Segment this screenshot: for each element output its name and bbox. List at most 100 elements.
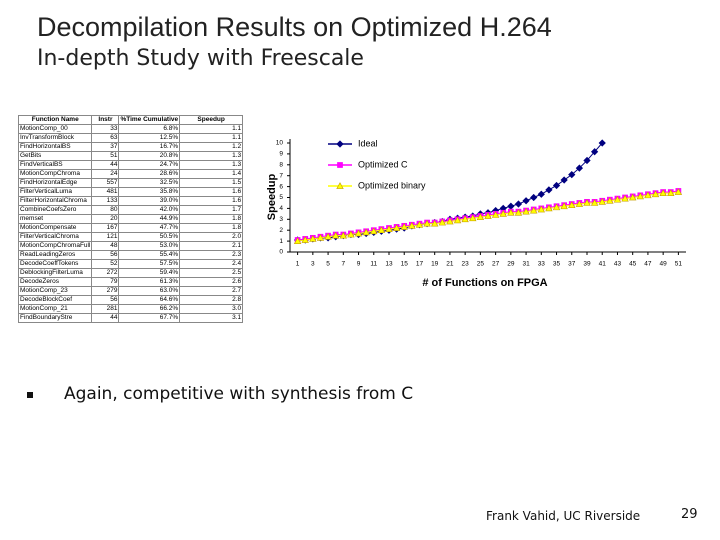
data-point [522,207,530,215]
table-row: FindBoundaryStre 44 67.7% 3.1 [17,313,244,323]
x-tick-label: 39 [583,261,591,268]
data-point [507,208,515,216]
data-point [621,194,629,202]
x-tick-label: 7 [341,261,345,268]
data-point [575,164,584,172]
data-point [430,219,439,227]
data-point [598,198,606,205]
y-tick-label: 4 [279,205,283,212]
data-point [514,208,523,216]
y-tick-label: 9 [279,151,283,158]
bullet-marker [27,392,33,398]
data-point [301,236,309,243]
x-tick-label: 51 [675,261,683,268]
x-tick-label: 47 [644,261,652,268]
x-tick-label: 23 [462,261,470,268]
data-point [408,222,416,229]
table-row: DeblockingFilterLuma 272 59.4% 2.5 [17,268,244,278]
data-point [606,196,614,204]
x-tick-label: 21 [446,261,454,268]
y-tick-label: 8 [279,162,283,169]
data-point [598,139,606,147]
legend-label: Optimized binary [358,180,426,190]
data-point [583,156,591,165]
data-point [530,193,538,202]
data-point [438,218,447,226]
data-point [545,186,553,194]
x-axis-label: # of Functions on FPGA [422,277,547,289]
legend-label: Optimized C [358,159,408,169]
data-point [583,199,591,206]
data-point [370,227,378,235]
data-point [347,230,355,238]
y-tick-label: 3 [279,216,283,223]
data-point [491,211,500,218]
data-point [537,205,546,213]
data-point [575,200,584,207]
data-point [568,170,576,179]
x-tick-label: 41 [599,261,607,268]
legend-marker [336,140,344,148]
data-point [385,225,393,232]
data-point [674,188,683,195]
data-point [293,237,302,244]
x-tick-label: 29 [507,261,515,268]
slide-title: Decompilation Results on Optimized H.264 [37,12,552,42]
data-point [529,206,538,214]
data-point [590,148,599,156]
data-point [514,200,523,208]
data-point [644,191,652,199]
x-tick-label: 33 [538,261,546,268]
y-tick-label: 2 [279,227,283,234]
y-axis-label: Speedup [266,173,278,220]
data-point [392,224,401,231]
data-point [507,202,515,210]
data-point [659,189,667,196]
data-point [316,234,325,241]
data-point [446,217,454,225]
x-tick-label: 15 [401,261,409,268]
data-point [339,231,348,239]
data-point [552,203,561,211]
x-tick-label: 45 [629,261,637,268]
table-cell: 44 [91,313,120,323]
legend-marker [336,182,344,189]
x-tick-label: 3 [311,261,315,268]
x-tick-label: 37 [568,261,576,268]
data-point [590,199,599,206]
data-point [651,190,660,198]
data-point [568,201,576,208]
data-point [552,181,561,190]
x-tick-label: 17 [416,261,424,268]
data-point [667,189,675,196]
y-tick-label: 10 [276,140,284,147]
page-number: 29 [681,507,698,522]
data-point [560,202,568,210]
y-tick-label: 6 [279,183,283,190]
data-point [415,220,424,228]
data-point [423,219,431,227]
y-tick-label: 0 [279,249,283,256]
data-point [331,231,340,239]
x-tick-label: 43 [614,261,622,268]
data-point [484,212,492,219]
x-tick-label: 19 [431,261,439,268]
data-point [476,213,485,220]
series-line [297,142,603,241]
data-point [560,176,568,184]
bullet-text: Again, competitive with synthesis from C [64,384,414,404]
data-point [469,214,477,222]
y-tick-label: 5 [279,194,283,201]
table-row: MotionCompChroma 24 28.6% 1.4 [17,169,244,179]
data-point [537,190,545,198]
y-tick-label: 7 [279,172,283,179]
x-tick-label: 31 [522,261,530,268]
x-tick-label: 1 [296,261,300,268]
legend-label: Ideal [358,138,378,148]
x-tick-label: 27 [492,261,500,268]
data-point [324,232,332,240]
x-tick-label: 9 [357,261,361,268]
data-point [499,210,507,217]
x-tick-label: 25 [477,261,485,268]
y-tick-label: 1 [279,238,283,245]
